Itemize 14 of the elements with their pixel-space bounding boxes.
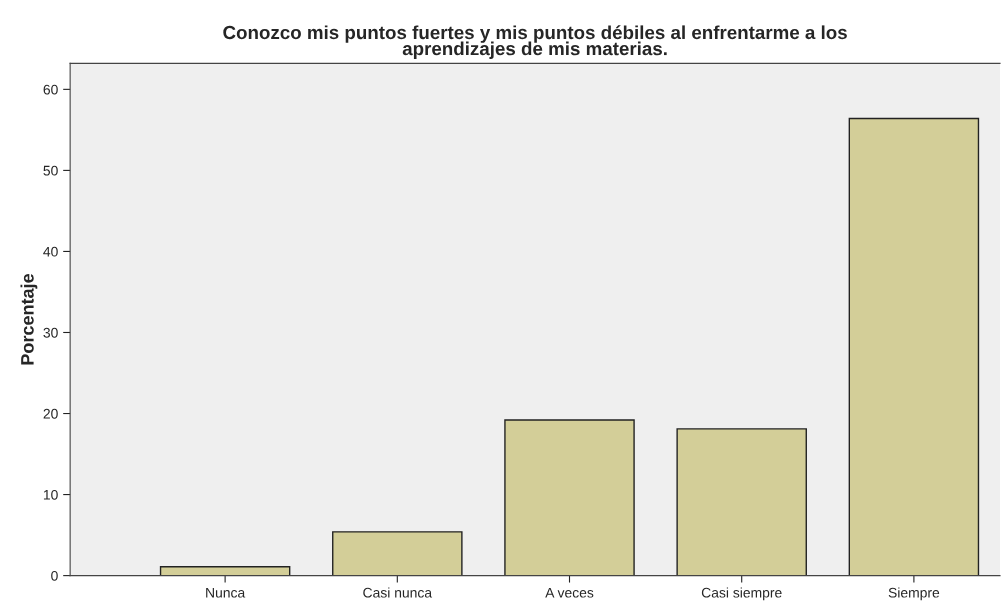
x-tick-label: Casi nunca bbox=[363, 587, 433, 598]
x-tick-label: Nunca bbox=[206, 587, 246, 598]
x-tick-label: Casi siempre bbox=[701, 587, 782, 601]
chart-title: Conozco mis puntos fuertes y mis puntos débiles al enfrentarme a los aprendizajes de mis materias. bbox=[223, 25, 847, 59]
y-tick-label: 10 bbox=[43, 489, 58, 500]
y-tick-label: 60 bbox=[43, 84, 58, 95]
y-tick-label: 50 bbox=[43, 165, 58, 176]
y-tick-label: 20 bbox=[43, 408, 58, 419]
y-axis-title: Porcentaje bbox=[20, 273, 38, 365]
x-tick-label: Siempre bbox=[888, 587, 940, 601]
x-tick-label: A veces bbox=[545, 587, 594, 598]
y-tick-label: 0 bbox=[51, 570, 58, 581]
y-tick-label: 30 bbox=[43, 327, 58, 338]
y-tick-label: 40 bbox=[43, 246, 58, 257]
